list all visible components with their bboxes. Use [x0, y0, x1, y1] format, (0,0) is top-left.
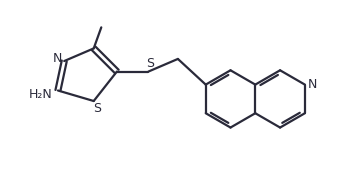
Text: S: S [146, 58, 154, 70]
Text: N: N [53, 52, 62, 65]
Text: H₂N: H₂N [28, 88, 52, 101]
Text: N: N [308, 78, 317, 91]
Text: S: S [93, 102, 101, 115]
